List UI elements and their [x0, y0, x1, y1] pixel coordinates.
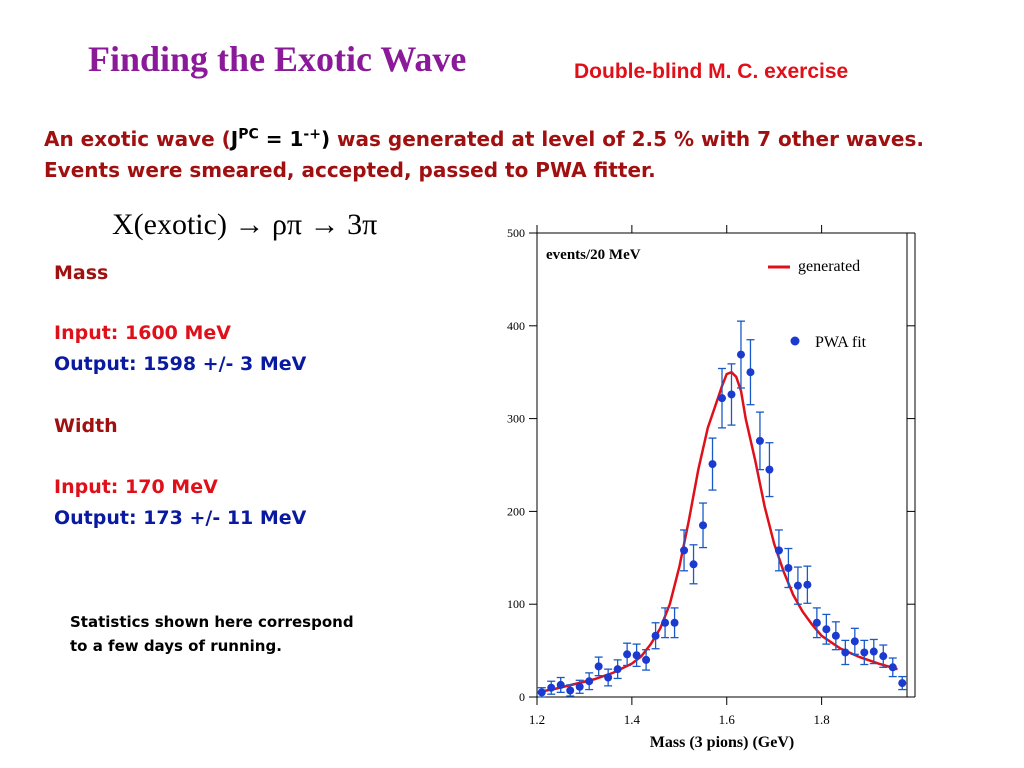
data-point	[888, 663, 897, 672]
generated-curve	[536, 370, 898, 694]
data-point	[556, 680, 565, 689]
data-point	[613, 665, 622, 674]
width-heading: Width	[54, 415, 118, 437]
y-tick-label: 200	[507, 504, 525, 518]
data-point	[822, 625, 831, 634]
data-point	[623, 650, 632, 659]
slide-subtitle: Double-blind M. C. exercise	[574, 60, 849, 83]
intro-j: J	[230, 127, 239, 151]
legend-pwa-label: PWA fit	[815, 334, 867, 351]
pwa-fit-points	[537, 320, 907, 698]
y-tick-label: 0	[519, 690, 525, 704]
plot-frame	[536, 232, 908, 698]
x-tick-label: 1.6	[719, 712, 736, 727]
data-point	[642, 655, 651, 664]
data-point	[661, 618, 670, 627]
data-point	[689, 560, 698, 569]
data-point	[793, 581, 802, 590]
data-point	[736, 350, 745, 359]
reaction-formula: X(exotic) → ρπ → 3π	[112, 208, 378, 241]
x-tick-label: 1.2	[529, 712, 545, 727]
data-point	[566, 686, 575, 695]
intro-equals: = 1	[258, 127, 304, 151]
y-tick-label: 100	[507, 597, 525, 611]
statistics-note: Statistics shown here correspond to a fe…	[70, 610, 410, 658]
width-input: Input: 170 MeV	[54, 476, 218, 498]
y-axis-title: events/20 MeV	[546, 247, 641, 263]
data-point	[547, 683, 556, 692]
statistics-note-line-1: Statistics shown here correspond	[70, 613, 354, 631]
data-point	[727, 390, 736, 399]
data-point	[841, 648, 850, 657]
slide-title: Finding the Exotic Wave	[88, 39, 467, 79]
data-point	[585, 677, 594, 686]
data-point	[651, 631, 660, 640]
data-point	[850, 637, 859, 646]
data-point	[670, 618, 679, 627]
data-point	[831, 631, 840, 640]
data-point	[604, 673, 613, 682]
y-tick-label: 300	[507, 412, 525, 426]
y-tick-label: 500	[507, 226, 525, 240]
data-point	[718, 394, 726, 403]
data-point	[537, 688, 546, 697]
axes: 0 100 200 300 400 500 1.2 1.4 1.6 1.8	[507, 225, 915, 727]
intro-parity-superscript: -+	[303, 126, 321, 143]
data-point	[898, 679, 907, 688]
data-point	[632, 651, 641, 660]
data-point	[774, 546, 783, 555]
data-point	[699, 521, 708, 530]
data-point	[765, 465, 774, 474]
legend-pwa-marker	[790, 336, 800, 346]
statistics-note-line-2: to a few days of running.	[70, 637, 282, 655]
x-tick-label: 1.8	[813, 712, 829, 727]
data-point	[746, 368, 755, 377]
legend-generated-label: generated	[798, 258, 860, 275]
x-tick-label: 1.4	[624, 712, 641, 727]
width-output: Output: 173 +/- 11 MeV	[54, 507, 307, 529]
x-axis-title: Mass (3 pions) (GeV)	[650, 734, 794, 751]
intro-part-b: was generated at level of 2.5 % with 7 o…	[44, 127, 924, 182]
data-point	[879, 652, 888, 661]
mass-output: Output: 1598 +/- 3 MeV	[54, 353, 307, 375]
mass-heading: Mass	[54, 262, 109, 284]
data-point	[755, 436, 764, 445]
intro-part-a: An exotic wave (	[44, 127, 231, 151]
data-point	[784, 564, 793, 573]
data-point	[860, 648, 869, 657]
mass-input: Input: 1600 MeV	[54, 322, 232, 344]
data-point	[680, 546, 689, 555]
data-point	[869, 647, 878, 656]
data-point	[708, 460, 717, 469]
intro-pc-superscript: PC	[238, 126, 259, 143]
intro-text: An exotic wave (JPC = 1-+) was generated…	[44, 124, 964, 186]
data-point	[803, 580, 812, 589]
data-point	[812, 618, 821, 627]
data-point	[594, 662, 603, 671]
data-point	[575, 682, 584, 691]
intro-close-paren: )	[320, 127, 331, 151]
y-tick-label: 400	[507, 319, 525, 333]
